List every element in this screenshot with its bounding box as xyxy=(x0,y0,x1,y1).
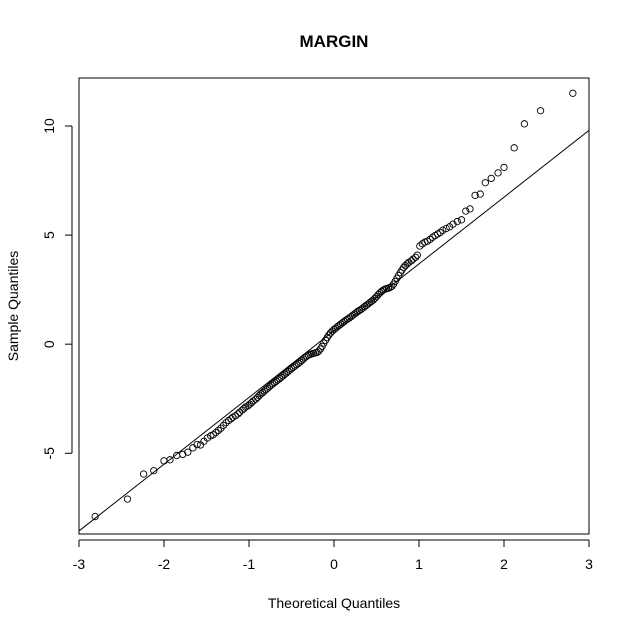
x-tick-label: -1 xyxy=(243,556,256,572)
data-point xyxy=(222,419,230,427)
data-point xyxy=(494,169,502,177)
chart-title: MARGIN xyxy=(300,32,369,51)
data-point xyxy=(569,89,577,97)
x-tick-label: 2 xyxy=(500,556,508,572)
data-point xyxy=(442,224,450,233)
x-axis: -3 -2 -1 0 1 2 3 xyxy=(73,539,593,572)
data-point xyxy=(426,235,434,244)
data-point xyxy=(520,120,529,128)
data-point xyxy=(510,144,518,152)
y-tick-label: 5 xyxy=(41,231,57,239)
data-point xyxy=(123,495,132,503)
data-point xyxy=(91,512,99,521)
data-point xyxy=(209,431,217,439)
x-axis-label: Theoretical Quantiles xyxy=(268,595,400,611)
data-point xyxy=(139,470,148,478)
y-tick-label: -5 xyxy=(41,447,57,460)
plot-frame xyxy=(78,77,590,535)
y-axis: -5 0 5 10 xyxy=(41,118,73,460)
data-point xyxy=(235,408,244,416)
data-point xyxy=(189,444,197,452)
data-point xyxy=(439,226,447,234)
data-point xyxy=(471,191,479,200)
y-axis-label: Sample Quantiles xyxy=(5,251,21,362)
data-point xyxy=(160,457,168,465)
data-point xyxy=(449,220,457,228)
data-point xyxy=(453,217,461,226)
data-point xyxy=(481,179,489,187)
data-point xyxy=(416,242,424,250)
y-tick-label: 0 xyxy=(41,340,57,348)
data-point xyxy=(487,174,495,183)
x-tick-label: 0 xyxy=(330,556,338,572)
data-point xyxy=(413,251,421,259)
data-point xyxy=(476,190,484,198)
data-point xyxy=(166,456,174,464)
y-tick-label: 10 xyxy=(41,118,57,134)
data-point xyxy=(379,286,387,294)
data-point xyxy=(150,467,158,475)
data-point xyxy=(193,440,201,449)
data-point xyxy=(214,426,223,435)
data-point xyxy=(179,450,187,459)
data-point xyxy=(536,107,545,115)
data-point xyxy=(234,410,242,418)
data-point xyxy=(466,205,474,213)
data-point xyxy=(212,428,220,437)
data-point xyxy=(388,282,396,291)
points-group xyxy=(91,89,577,521)
x-tick-label: -2 xyxy=(158,556,171,572)
data-point xyxy=(500,163,508,172)
data-point xyxy=(436,228,444,237)
data-point xyxy=(411,253,420,261)
data-point xyxy=(462,207,470,215)
data-point xyxy=(184,448,192,456)
x-tick-label: 1 xyxy=(415,556,423,572)
data-point xyxy=(315,347,323,355)
x-tick-label: 3 xyxy=(585,556,593,572)
x-tick-label: -3 xyxy=(73,556,86,572)
data-point xyxy=(457,216,466,224)
data-point xyxy=(219,421,228,429)
